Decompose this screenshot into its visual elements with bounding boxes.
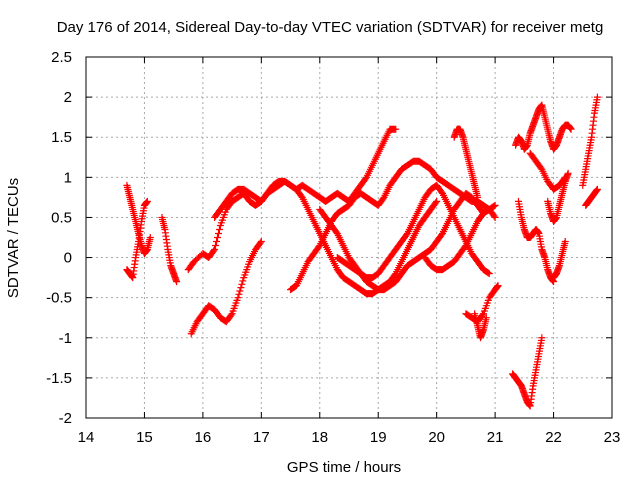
data-point: [494, 282, 502, 290]
data-point: [593, 185, 601, 193]
x-tick-label: 23: [604, 429, 621, 446]
plot-frame: [85, 56, 613, 419]
data-point: [143, 197, 151, 205]
data-point: [491, 201, 499, 209]
data-point: [236, 287, 244, 295]
data-point: [491, 213, 499, 221]
y-tick-label: 1.5: [51, 129, 72, 146]
series-sat-u: [582, 185, 601, 209]
data-point: [234, 294, 242, 302]
data-point: [227, 311, 235, 319]
y-axis-tick-labels: -2 -1.5 -1 -0.5 0 0.5 1 1.5 2 2.5: [46, 49, 72, 427]
data-point: [215, 225, 223, 233]
y-tick-label: 0.5: [51, 209, 72, 226]
data-point: [474, 193, 482, 201]
series-sat-e: [187, 238, 265, 338]
data-point: [593, 93, 601, 101]
series-sat-g: [287, 157, 499, 294]
data-point: [211, 246, 219, 254]
series-sat-j: [421, 201, 499, 274]
y-tick-label: -1: [59, 330, 72, 347]
data-point: [478, 311, 486, 319]
y-tick-label: 2: [64, 89, 72, 106]
x-tick-label: 19: [370, 429, 387, 446]
series-sat-c: [158, 213, 181, 286]
data-point: [564, 169, 572, 177]
data-point: [235, 290, 243, 298]
data-point: [485, 270, 493, 278]
y-tick-label: -1.5: [46, 370, 72, 387]
series-sat-t: [579, 93, 601, 189]
data-point: [392, 125, 400, 133]
chart-title: Day 176 of 2014, Sidereal Day-to-day VTE…: [57, 19, 604, 36]
axis-ticks: [85, 56, 613, 419]
x-tick-label: 17: [253, 429, 270, 446]
data-point: [146, 234, 154, 241]
x-tick-label: 14: [78, 429, 95, 446]
data-point: [214, 229, 222, 237]
series-sat-l: [462, 282, 502, 326]
x-axis-tick-labels: 14 15 16 17 18 19 20 21 22 23: [78, 429, 621, 446]
x-tick-label: 22: [545, 429, 562, 446]
y-tick-label: -2: [59, 410, 72, 427]
series-sat-p: [514, 197, 558, 286]
y-tick-label: -0.5: [46, 290, 72, 307]
y-axis-label: SDTVAR / TECUs: [5, 178, 22, 298]
data-point: [490, 202, 498, 210]
series-sat-b: [123, 197, 151, 282]
series-sat-o: [512, 101, 575, 153]
series-sat-n: [509, 334, 546, 410]
series-sat-i: [333, 189, 487, 294]
x-tick-label: 20: [428, 429, 445, 446]
x-tick-label: 21: [487, 429, 504, 446]
data-point: [210, 247, 218, 255]
data-point: [237, 284, 245, 292]
series-sat-k: [450, 125, 482, 201]
data-point: [567, 125, 575, 133]
data-point: [561, 238, 569, 246]
data-point: [484, 269, 492, 277]
series-sat-q: [526, 149, 569, 193]
data-point: [238, 280, 246, 288]
series-sat-s: [550, 238, 569, 282]
data-point: [213, 238, 221, 246]
x-tick-label: 16: [195, 429, 212, 446]
data-point: [214, 234, 221, 241]
data-point: [212, 242, 220, 250]
data-point: [257, 238, 265, 246]
series-sat-m: [471, 310, 490, 342]
data-point: [256, 239, 264, 247]
series-sat-r: [544, 169, 572, 225]
data-point: [239, 277, 247, 285]
y-tick-label: 0: [64, 250, 72, 267]
data-point: [432, 199, 440, 207]
x-tick-label: 15: [136, 429, 153, 446]
x-tick-label: 18: [311, 429, 328, 446]
data-point: [482, 314, 490, 322]
data-point: [538, 334, 546, 342]
y-tick-label: 2.5: [51, 49, 72, 66]
data-point: [173, 278, 181, 286]
x-axis-label: GPS time / hours: [287, 459, 401, 476]
data-point: [433, 197, 441, 205]
data-points: [123, 93, 601, 410]
y-tick-label: 1: [64, 169, 72, 186]
data-point: [490, 212, 498, 220]
